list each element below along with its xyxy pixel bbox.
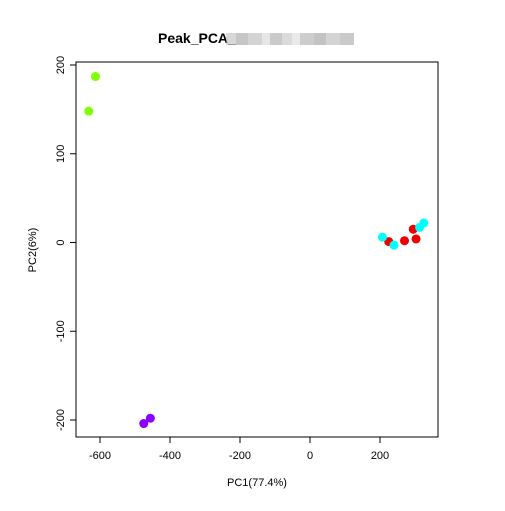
data-point	[139, 419, 149, 429]
redaction-block	[248, 33, 262, 45]
redaction-block	[282, 33, 292, 45]
redaction-block	[262, 33, 270, 45]
redaction-block	[226, 33, 236, 45]
chart-title: Peak_PCA_	[158, 30, 236, 46]
data-point	[389, 240, 399, 250]
redaction-block	[314, 33, 326, 45]
x-tick-label: 0	[307, 450, 313, 462]
data-point	[400, 236, 409, 246]
data-point	[145, 413, 155, 423]
plot-frame	[75, 61, 439, 438]
y-tick-label: 200	[55, 56, 67, 74]
redaction-block	[300, 33, 314, 45]
x-tick-label: -200	[229, 450, 251, 462]
x-tick-label: 200	[371, 450, 389, 462]
y-tick-label: -200	[55, 409, 67, 431]
x-axis-label: PC1(77.4%)	[227, 477, 287, 489]
data-point	[419, 218, 429, 228]
redaction-block	[270, 33, 282, 45]
x-tick-label: -400	[159, 450, 181, 462]
data-points	[84, 72, 429, 429]
redaction-block	[236, 33, 248, 45]
data-point	[90, 72, 100, 82]
data-point	[84, 106, 94, 116]
y-axis-label: PC2(6%)	[27, 228, 39, 273]
redaction-block	[340, 33, 354, 45]
y-tick-label: 100	[55, 145, 67, 163]
title-redaction-blur	[226, 33, 354, 45]
x-axis: -600 -400 -200 0 200	[89, 436, 389, 462]
y-axis: -200 -100 0 100 200	[55, 56, 77, 431]
data-point	[377, 232, 387, 242]
redaction-block	[326, 33, 340, 45]
y-tick-label: 0	[55, 239, 67, 245]
y-tick-label: -100	[55, 320, 67, 342]
data-point	[411, 234, 421, 244]
redaction-block	[292, 33, 300, 45]
x-tick-label: -600	[89, 450, 111, 462]
